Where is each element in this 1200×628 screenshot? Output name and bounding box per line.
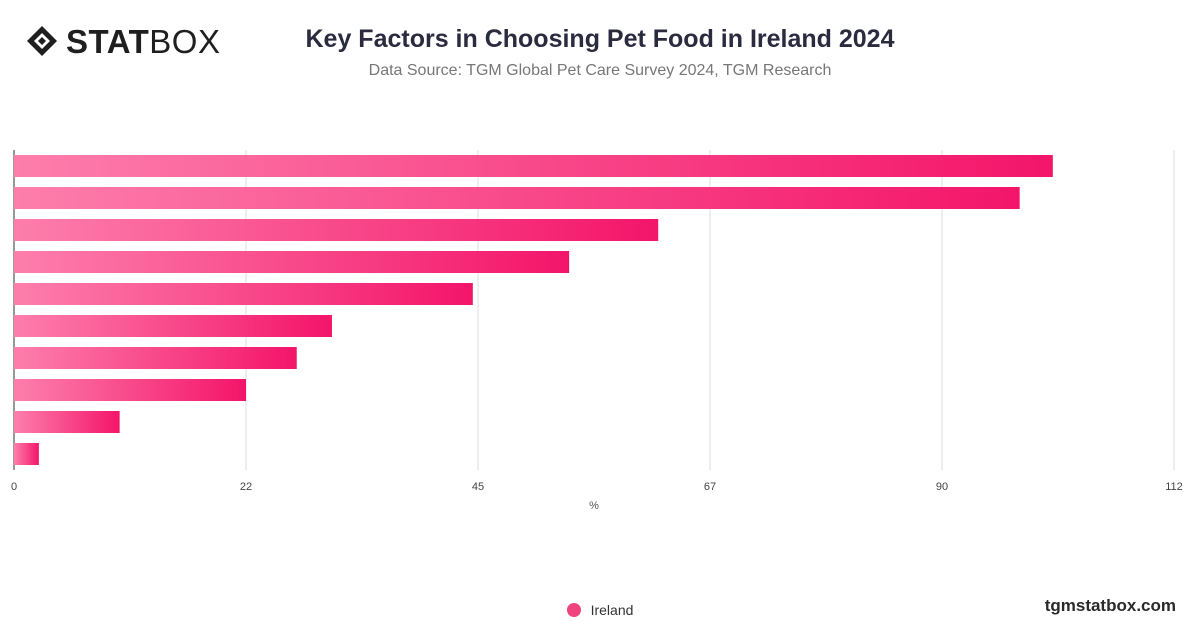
bar xyxy=(14,251,570,273)
statbox-diamond-icon xyxy=(27,26,57,56)
bar xyxy=(14,411,120,433)
bar xyxy=(14,219,659,241)
bar xyxy=(14,443,39,465)
chart-title: Key Factors in Choosing Pet Food in Irel… xyxy=(305,25,895,53)
legend-marker xyxy=(566,603,581,617)
x-tick-label: 22 xyxy=(240,481,252,493)
legend-label: Ireland xyxy=(590,602,634,618)
logo-text-light: BOX xyxy=(149,22,221,60)
site-credit: tgmstatbox.com xyxy=(1044,596,1176,615)
chart-subtitle: Data Source: TGM Global Pet Care Survey … xyxy=(368,62,832,79)
bar xyxy=(14,379,246,401)
x-tick-label: 112 xyxy=(1165,481,1183,493)
bar xyxy=(14,187,1020,209)
x-tick-label: 67 xyxy=(704,481,716,493)
bar xyxy=(14,347,297,369)
logo-text: STATBOX xyxy=(66,25,220,58)
x-axis-label: % xyxy=(589,500,599,512)
bar xyxy=(14,155,1053,177)
logo: STATBOX xyxy=(26,24,220,58)
x-tick-label: 0 xyxy=(11,481,17,493)
x-tick-label: 45 xyxy=(472,481,484,493)
x-tick-label: 90 xyxy=(936,481,948,493)
bar xyxy=(14,283,473,305)
logo-text-bold: STAT xyxy=(66,22,150,60)
legend[interactable]: Ireland xyxy=(0,602,1200,618)
bar xyxy=(14,315,332,337)
